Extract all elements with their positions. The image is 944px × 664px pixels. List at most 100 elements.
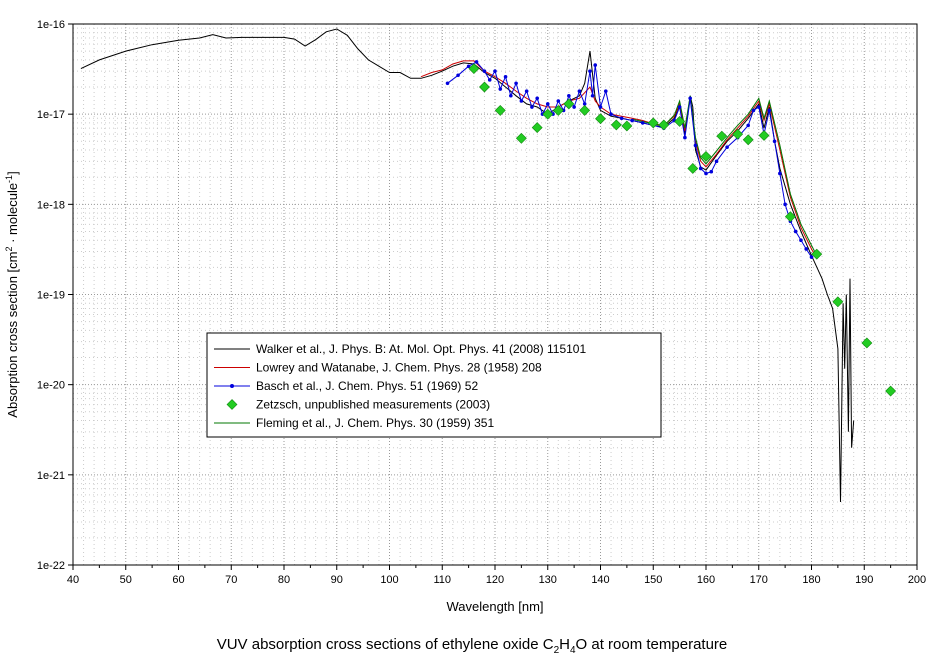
legend-swatch xyxy=(226,399,238,410)
x-tick-label: 90 xyxy=(331,574,343,586)
data-point xyxy=(772,139,777,144)
series-line xyxy=(447,61,812,258)
x-tick-label: 180 xyxy=(802,574,820,586)
series-4 xyxy=(631,95,818,256)
data-point xyxy=(732,128,744,140)
x-tick-label: 40 xyxy=(67,574,79,586)
x-tick-label: 150 xyxy=(644,574,662,586)
data-point xyxy=(563,98,575,110)
series-line xyxy=(420,60,818,259)
data-point xyxy=(474,60,479,64)
y-axis-title-part: Absorption cross section [cm xyxy=(5,252,20,418)
data-point xyxy=(582,102,587,106)
x-tick-label: 120 xyxy=(486,574,504,586)
x-tick-label: 170 xyxy=(750,574,768,586)
data-point xyxy=(524,89,529,93)
data-point xyxy=(700,150,712,162)
legend-entry: Fleming et al., J. Chem. Phys. 30 (1959)… xyxy=(214,416,494,430)
data-point xyxy=(552,105,564,116)
data-point xyxy=(494,105,506,116)
data-point xyxy=(609,112,613,116)
data-point xyxy=(793,229,798,234)
legend: Walker et al., J. Phys. B: At. Mol. Opt.… xyxy=(206,332,662,438)
data-point xyxy=(598,105,603,109)
y-tick-label: 1e-21 xyxy=(37,470,65,482)
legend-label: Basch et al., J. Chem. Phys. 51 (1969) 5… xyxy=(256,379,478,393)
series-1 xyxy=(420,60,818,259)
series-line xyxy=(80,28,855,503)
x-tick-label: 140 xyxy=(591,574,609,586)
data-point xyxy=(595,113,606,125)
data-point xyxy=(885,385,897,397)
y-tick-label: 1e-22 xyxy=(37,560,65,572)
data-point xyxy=(861,337,873,349)
data-point xyxy=(784,211,796,223)
y-axis-title-part: · molecule xyxy=(5,183,20,247)
x-tick-label: 190 xyxy=(855,574,873,586)
data-point xyxy=(742,134,754,146)
figure-caption: VUV absorption cross sections of ethylen… xyxy=(0,636,944,656)
data-point xyxy=(535,96,539,101)
y-tick-label: 1e-17 xyxy=(37,109,65,121)
data-point xyxy=(619,116,624,121)
data-point xyxy=(778,171,782,176)
data-point xyxy=(530,105,534,109)
data-point xyxy=(588,69,592,73)
legend-swatch-marker xyxy=(230,384,234,388)
y-axis-title-sup: -1 xyxy=(4,175,14,183)
x-tick-label: 200 xyxy=(908,574,926,586)
x-tick-label: 80 xyxy=(278,574,290,586)
data-point xyxy=(509,93,513,98)
x-tick-label: 130 xyxy=(539,574,557,586)
legend-label: Fleming et al., J. Chem. Phys. 30 (1959)… xyxy=(256,416,494,430)
data-point xyxy=(714,159,719,164)
data-point xyxy=(556,99,561,103)
legend-label: Lowrey and Watanabe, J. Chem. Phys. 28 (… xyxy=(256,361,542,375)
data-point xyxy=(482,69,487,73)
x-tick-label: 50 xyxy=(120,574,132,586)
data-point xyxy=(590,93,595,98)
data-point xyxy=(593,63,598,67)
x-axis-title: Wavelength [nm] xyxy=(446,599,543,614)
data-point xyxy=(809,255,814,259)
caption-subscript: 2 xyxy=(553,645,560,656)
x-tick-label: 100 xyxy=(380,574,398,586)
data-point xyxy=(515,132,527,144)
data-point xyxy=(630,118,634,123)
series-0 xyxy=(80,28,855,503)
y-axis-title: Absorption cross section [cm2 · molecule… xyxy=(4,171,20,417)
data-point xyxy=(456,73,460,78)
data-point xyxy=(683,135,687,140)
data-point xyxy=(832,296,844,308)
x-tick-label: 70 xyxy=(225,574,237,586)
data-point xyxy=(746,123,750,128)
data-point xyxy=(704,171,708,176)
data-point xyxy=(468,63,480,75)
data-point xyxy=(804,247,809,251)
data-point xyxy=(640,121,645,125)
data-point xyxy=(698,166,703,171)
data-point xyxy=(756,105,761,109)
data-point xyxy=(693,143,698,148)
y-tick-label: 1e-18 xyxy=(37,199,65,211)
data-point xyxy=(579,105,591,116)
absorption-chart: 40 50 60 70 80 90 100 110 120 130 140 150 160 170 180 1… xyxy=(4,19,926,614)
legend-entry: Zetzsch, unpublished measurements (2003) xyxy=(226,398,490,412)
y-tick-label: 1e-16 xyxy=(37,19,65,31)
data-point xyxy=(610,119,622,131)
x-tick-label: 160 xyxy=(697,574,715,586)
series-layer xyxy=(80,28,897,503)
series-3 xyxy=(468,63,897,397)
y-tick-label: 1e-20 xyxy=(37,380,65,392)
x-tick-label: 60 xyxy=(172,574,184,586)
grid xyxy=(73,24,917,565)
data-point xyxy=(577,89,582,93)
caption-prefix: VUV absorption cross sections of ethylen… xyxy=(216,636,554,653)
data-point xyxy=(621,120,633,132)
y-tick-label: 1e-19 xyxy=(37,290,65,302)
data-point xyxy=(783,202,787,207)
data-point xyxy=(687,163,699,174)
x-axis: 40 50 60 70 80 90 100 110 120 130 140 150 160 170 180 1… xyxy=(67,565,926,586)
series-2 xyxy=(445,60,814,259)
data-point xyxy=(479,81,490,93)
